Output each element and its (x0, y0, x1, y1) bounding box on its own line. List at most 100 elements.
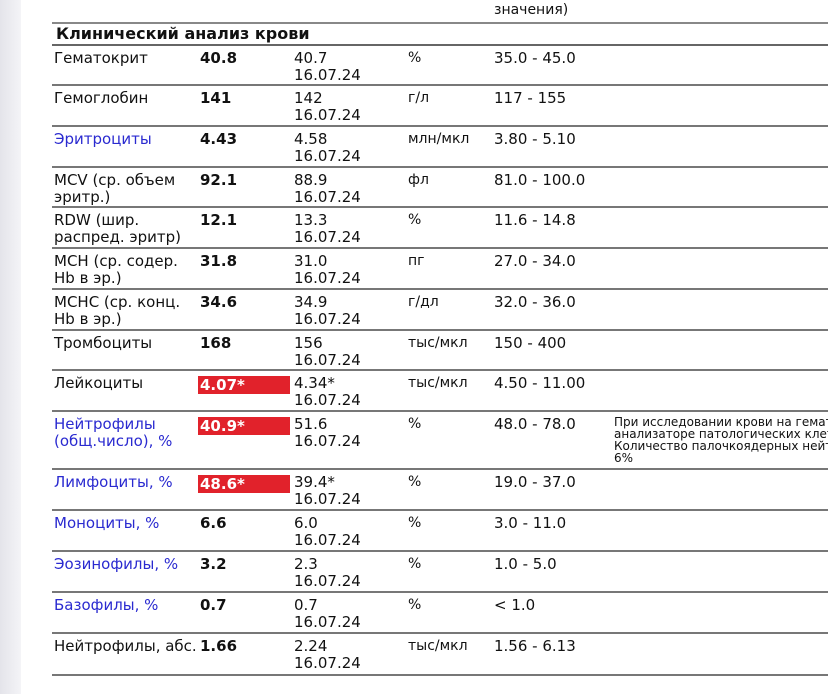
reference-range: 32.0 - 36.0 (494, 293, 576, 311)
test-name: Гемоглобин (54, 89, 149, 107)
previous-date: 16.07.24 (294, 490, 361, 508)
left-margin (0, 0, 21, 694)
test-name: RDW (шир. распред. эритр) (54, 211, 182, 246)
previous-value: 2.3 16.07.24 (294, 556, 361, 590)
reference-range: 81.0 - 100.0 (494, 171, 586, 189)
result-value: 92.1 (200, 171, 238, 189)
previous-result: 13.3 (294, 211, 328, 229)
comment-line: анализаторе патологических клето (614, 427, 828, 441)
reference-range: 4.50 - 11.00 (494, 374, 586, 392)
table-row: Лимфоциты, % 48.6* 39.4* 16.07.24% 19.0 - 37… (52, 470, 828, 511)
test-name[interactable]: Базофилы, % (54, 596, 159, 614)
previous-value: 13.3 16.07.24 (294, 212, 361, 246)
unit: фл (408, 172, 429, 188)
reference-range: 3.0 - 11.0 (494, 514, 567, 532)
reference-range: 1.56 - 6.13 (494, 637, 576, 655)
previous-date: 16.07.24 (294, 351, 361, 369)
unit: % (408, 597, 422, 613)
previous-value: 40.7 16.07.24 (294, 50, 361, 84)
comment-line: Количество палочкоядерных нейтр (614, 439, 828, 453)
test-name: Нейтрофилы, абс. (54, 637, 197, 655)
unit: пг (408, 253, 425, 269)
unit: тыс/мкл (408, 335, 468, 351)
reference-range: 117 - 155 (494, 89, 567, 107)
comment-line: При исследовании крови на гемато (614, 415, 828, 429)
result-value: 12.1 (200, 211, 238, 229)
result-value: 40.9* (198, 417, 290, 435)
table-row: Лейкоциты 4.07* 4.34* 16.07.24 тыс/мкл 4.50 -… (52, 371, 828, 412)
previous-result: 4.58 (294, 130, 328, 148)
previous-result: 51.6 (294, 415, 328, 433)
result-value: 0.7 (200, 596, 227, 614)
previous-value: 4.58 16.07.24 (294, 131, 361, 165)
table-row: Нейтрофилы, абс. 1.66 2.24 16.07.24 тыс/мкл 1… (52, 634, 828, 676)
unit: тыс/мкл (408, 638, 468, 654)
reference-range: 150 - 400 (494, 334, 567, 352)
previous-value: 4.34* 16.07.24 (294, 375, 361, 409)
reference-range: 19.0 - 37.0 (494, 473, 576, 491)
previous-value: 31.0 16.07.24 (294, 253, 361, 287)
unit: г/л (408, 90, 430, 106)
previous-date: 16.07.24 (294, 613, 361, 631)
previous-result: 2.24 (294, 637, 328, 655)
table-row: MCHC (ср. конц. Hb в эр.) 34.6 34.9 16.07.2… (52, 290, 828, 331)
table-row: MCH (ср. содер. Hb в эр.) 31.8 31.0 16.07.2… (52, 249, 828, 290)
previous-result: 142 (294, 89, 323, 107)
previous-date: 16.07.24 (294, 310, 361, 328)
previous-value: 51.6 16.07.24 (294, 416, 361, 450)
previous-result: 88.9 (294, 171, 328, 189)
previous-value: 6.0 16.07.24 (294, 515, 361, 549)
table-row: Гематокрит 40.8 40.7 16.07.24% 35.0 - 45.0 (52, 46, 828, 86)
previous-date: 16.07.24 (294, 432, 361, 450)
unit: % (408, 515, 422, 531)
previous-date: 16.07.24 (294, 228, 361, 246)
previous-result: 156 (294, 334, 323, 352)
reference-range: 3.80 - 5.10 (494, 130, 576, 148)
previous-date: 16.07.24 (294, 147, 361, 165)
ref-column-header: значения) (494, 2, 569, 18)
test-name: MCHC (ср. конц. Hb в эр.) (54, 293, 181, 328)
table-row: Эритроциты 4.43 4.58 16.07.24 млн/мкл 3.80 - … (52, 127, 828, 168)
test-name: Лейкоциты (54, 374, 144, 392)
table-row: Тромбоциты 168 156 16.07.24 тыс/мкл 150 - 400 (52, 331, 828, 371)
test-name[interactable]: Моноциты, % (54, 514, 160, 532)
test-name[interactable]: Нейтрофилы (общ.число), % (54, 415, 173, 450)
unit: % (408, 212, 422, 228)
reference-range: 27.0 - 34.0 (494, 252, 576, 270)
test-name: MCV (ср. объем эритр.) (54, 171, 176, 206)
table-row: Моноциты, % 6.6 6.0 16.07.24% 3.0 - 11.0 (52, 511, 828, 552)
previous-result: 39.4* (294, 473, 335, 491)
section-title: Клинический анализ крови (52, 22, 828, 46)
result-value: 31.8 (200, 252, 238, 270)
result-value: 4.07* (198, 376, 290, 394)
test-name[interactable]: Эозинофилы, % (54, 555, 179, 573)
previous-result: 0.7 (294, 596, 318, 614)
result-value: 48.6* (198, 475, 290, 493)
unit: % (408, 416, 422, 432)
unit: г/дл (408, 294, 439, 310)
previous-value: 0.7 16.07.24 (294, 597, 361, 631)
table-row: Базофилы, % 0.7 0.7 16.07.24% < 1.0 (52, 593, 828, 634)
unit: тыс/мкл (408, 375, 468, 391)
unit: % (408, 556, 422, 572)
previous-value: 88.9 16.07.24 (294, 172, 361, 206)
result-value: 34.6 (200, 293, 238, 311)
previous-result: 2.3 (294, 555, 318, 573)
previous-date: 16.07.24 (294, 572, 361, 590)
previous-result: 4.34* (294, 374, 335, 392)
table-row: Гемоглобин 141 142 16.07.24 г/л 117 - 155 (52, 86, 828, 127)
previous-date: 16.07.24 (294, 66, 361, 84)
previous-result: 6.0 (294, 514, 318, 532)
previous-date: 16.07.24 (294, 188, 361, 206)
unit: млн/мкл (408, 131, 470, 147)
previous-result: 31.0 (294, 252, 328, 270)
result-value: 141 (200, 89, 232, 107)
test-name[interactable]: Эритроциты (54, 130, 152, 148)
table-row: RDW (шир. распред. эритр) 12.1 13.3 16.07.2… (52, 208, 828, 249)
reference-range: < 1.0 (494, 596, 536, 614)
unit: % (408, 474, 422, 490)
result-value: 168 (200, 334, 232, 352)
test-name[interactable]: Лимфоциты, % (54, 473, 173, 491)
test-name: Тромбоциты (54, 334, 153, 352)
result-value: 4.43 (200, 130, 238, 148)
